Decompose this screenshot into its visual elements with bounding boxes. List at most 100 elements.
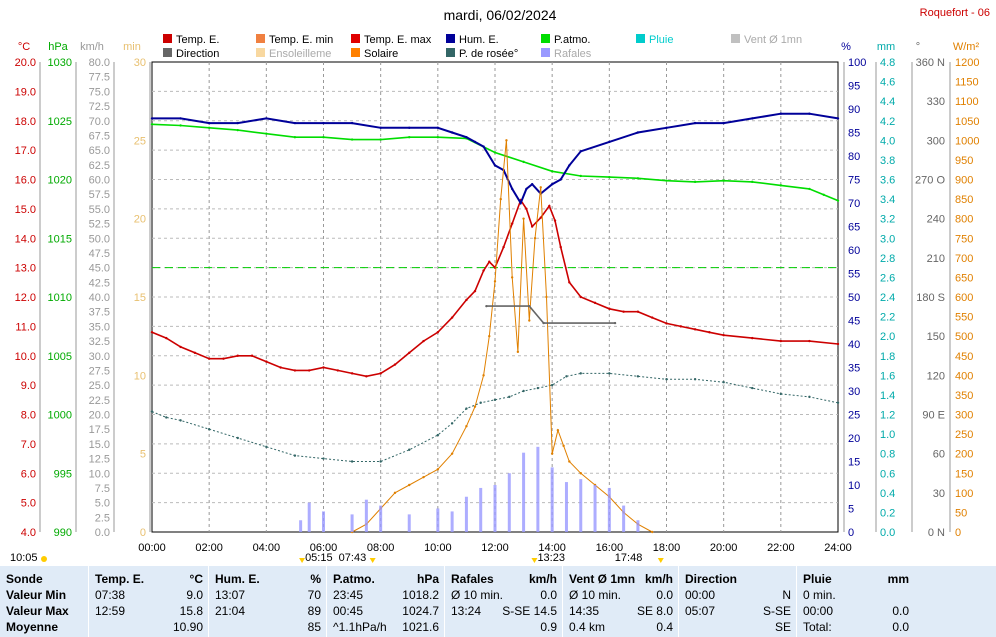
legend-label: Hum. E.	[459, 34, 499, 46]
point-temp-e	[222, 357, 225, 360]
time-axis-tick: 08:00	[367, 542, 395, 554]
marker-solar-max-arrow	[531, 558, 538, 563]
legend-label: P.atmo.	[554, 34, 591, 46]
solar-axis-tick: 50	[955, 507, 967, 519]
point-p-atmo	[293, 136, 297, 139]
rafales-bar	[622, 505, 626, 532]
point-hum-e	[379, 126, 382, 129]
point-p-atmo	[436, 136, 440, 139]
point-hum-e	[693, 121, 697, 125]
summary-cell-label: 23:45	[333, 588, 364, 602]
temp-axis-tick: 5.0	[21, 498, 36, 510]
wind-axis-tick: 20.0	[89, 410, 110, 422]
point-solaire	[505, 139, 508, 142]
point-hum-e	[473, 140, 477, 144]
dir-axis-tick: 90 E	[922, 410, 945, 422]
summary-row: SE	[685, 620, 791, 636]
point-p-atmo	[779, 184, 783, 187]
summary-column-unit: km/h	[644, 572, 673, 586]
point-temp-e	[207, 357, 211, 360]
point-solaire	[482, 374, 485, 377]
rain-axis-tick: 2.0	[880, 331, 895, 343]
point-temp-e	[308, 369, 311, 372]
point-hum-e	[665, 126, 668, 129]
summary-column-title-text: Pluie	[803, 572, 832, 586]
marker-sunset: 17:48	[615, 552, 643, 564]
rafales-bar	[450, 511, 454, 532]
dir-axis-tick: 0 N	[928, 527, 945, 539]
point-solaire	[436, 468, 440, 471]
point-solaire	[422, 475, 425, 479]
wind-axis-tick: 70.0	[89, 116, 110, 128]
rain-axis-tick: 3.6	[880, 175, 895, 187]
rafales-bar	[364, 499, 368, 532]
point-p-atmo	[693, 180, 697, 184]
time-axis-tick: 10:00	[424, 542, 452, 554]
point-direction	[613, 321, 617, 325]
marker-left-dot	[41, 556, 47, 562]
legend-swatch	[351, 34, 360, 43]
legend-label: Rafales	[554, 48, 592, 60]
point-temp-e	[488, 260, 491, 263]
point-temp-e	[608, 307, 611, 310]
point-p-atmo	[665, 179, 668, 182]
solar-axis-tick: 300	[955, 410, 973, 422]
hum-axis-tick: 55	[848, 269, 860, 281]
point-hum-e	[525, 187, 528, 191]
summary-column-title: Temp. E. °C	[95, 572, 203, 588]
summary-row: 23:45 1018.2	[333, 588, 439, 604]
summary-row: ^1.1hPa/h 1021.6	[333, 620, 439, 636]
legend-label: Temp. E. max	[364, 34, 432, 46]
rain-axis-tick: 3.0	[880, 233, 895, 245]
summary-column: Direction 00:00 N 05:07 S-SE SE	[678, 566, 797, 637]
summary-cell-label: 0 min.	[803, 588, 836, 602]
point-solaire	[473, 405, 477, 408]
point-solaire	[516, 350, 520, 354]
marker-temp-min-arrow	[369, 558, 376, 563]
dir-axis-tick: 30	[933, 488, 945, 500]
solar-axis-tick: 450	[955, 351, 973, 363]
summary-cell-value: 1021.6	[402, 620, 439, 634]
point-hum-e	[510, 187, 514, 191]
point-solaire	[510, 276, 514, 279]
rafales-bar	[493, 485, 497, 532]
point-solaire	[393, 491, 397, 495]
legend-label: P. de rosée°	[459, 48, 518, 60]
solar-axis-tick: 950	[955, 155, 973, 167]
point-hum-e	[779, 112, 783, 115]
point-temp-e	[379, 372, 382, 375]
point-p-de-ros-e	[379, 460, 382, 463]
point-p-atmo	[608, 175, 611, 179]
point-solaire	[408, 483, 411, 487]
legend-swatch	[731, 34, 740, 43]
rain-axis-tick: 2.6	[880, 272, 895, 284]
temp-axis-tick: 13.0	[15, 263, 36, 275]
time-axis-tick: 02:00	[195, 542, 223, 554]
point-p-de-ros-e	[779, 392, 783, 396]
point-p-de-ros-e	[236, 436, 239, 440]
summary-cell-label: 13:24	[451, 604, 482, 618]
point-solaire	[550, 452, 554, 455]
solar-axis-tick: 0	[955, 527, 961, 539]
point-hum-e	[293, 121, 297, 125]
time-axis-tick: 12:00	[481, 542, 509, 554]
point-solaire	[465, 425, 468, 428]
summary-cell-value: 0.4	[656, 620, 673, 634]
rain-axis-tick: 1.0	[880, 429, 895, 441]
time-axis-tick: 06:00	[310, 542, 338, 554]
point-hum-e	[636, 131, 640, 134]
solar-axis-tick: 100	[955, 488, 973, 500]
wind-axis-tick: 17.5	[89, 424, 110, 436]
hum-axis-tick: 90	[848, 104, 860, 116]
summary-cell-value: 0.0	[892, 620, 909, 634]
point-temp-e	[350, 372, 354, 375]
rain-axis-tick: 2.4	[880, 292, 895, 304]
time-axis-tick: 20:00	[710, 542, 738, 554]
wind-axis-tick: 77.5	[89, 72, 110, 84]
min-axis-tick: 10	[134, 370, 146, 382]
point-p-atmo	[822, 193, 825, 196]
point-hum-e	[350, 121, 354, 125]
point-temp-e	[539, 216, 542, 219]
temp-axis-unit: °C	[18, 41, 30, 53]
summary-column-title: P.atmo. hPa	[333, 572, 439, 588]
